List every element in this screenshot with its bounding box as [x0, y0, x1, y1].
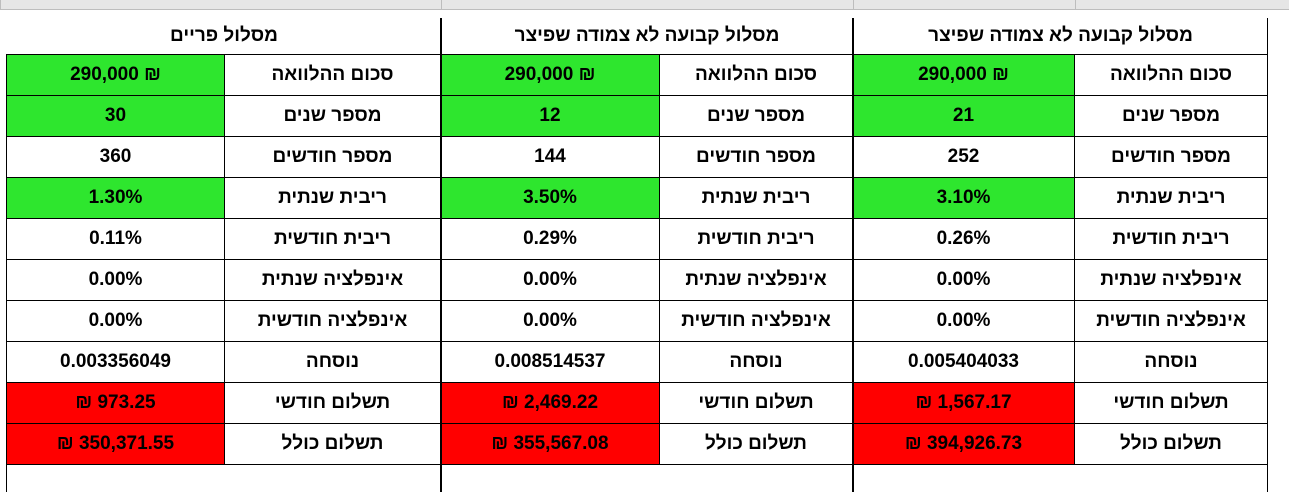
top-border [7, 54, 1268, 55]
label-cell: אינפלציה שנתית [660, 260, 853, 301]
value-cell: ₪ 350,371.55 [7, 424, 225, 465]
label-cell: אינפלציה שנתית [1075, 260, 1268, 301]
value-cell: 144 [441, 137, 660, 178]
label-cell: ריבית חודשית [1075, 219, 1268, 260]
value-cell: 0.005404033 [853, 342, 1075, 383]
label-cell: מספר חודשים [1075, 137, 1268, 178]
value-cell: ₪ 355,567.08 [441, 424, 660, 465]
value-cell: ₪ 1,567.17 [853, 383, 1075, 424]
header-divider [441, 0, 442, 9]
block-title: מסלול קבועה לא צמודה שפיצר [928, 25, 1193, 46]
label-cell: נוסחה [1075, 342, 1268, 383]
value-cell: 0.00% [441, 301, 660, 342]
label-cell: תשלום חודשי [660, 383, 853, 424]
label-cell: תשלום כולל [660, 424, 853, 465]
block-divider [852, 18, 854, 492]
value-cell: 0.003356049 [7, 342, 225, 383]
label-cell: סכום ההלוואה [1075, 55, 1268, 96]
empty-cell [441, 465, 853, 492]
label-cell: תשלום כולל [225, 424, 441, 465]
label-cell: אינפלציה חודשית [1075, 301, 1268, 342]
header-divider [0, 0, 1, 9]
value-cell: 0.00% [853, 301, 1075, 342]
left-border [6, 54, 7, 492]
value-cell: 21 [853, 96, 1075, 137]
value-cell: ₪ 2,469.22 [441, 383, 660, 424]
empty-cell [7, 465, 441, 492]
value-cell: 3.50% [441, 178, 660, 219]
label-cell: אינפלציה חודשית [225, 301, 441, 342]
right-border [1267, 18, 1268, 492]
label-cell: מספר חודשים [225, 137, 441, 178]
label-cell: תשלום חודשי [1075, 383, 1268, 424]
value-cell: 1.30% [7, 178, 225, 219]
value-cell: 3.10% [853, 178, 1075, 219]
label-cell: אינפלציה חודשית [660, 301, 853, 342]
label-cell: ריבית שנתית [225, 178, 441, 219]
label-cell: נוסחה [225, 342, 441, 383]
value-cell: 0.26% [853, 219, 1075, 260]
value-cell: 290,000 ₪ [7, 55, 225, 96]
value-cell: 0.11% [7, 219, 225, 260]
label-cell: תשלום חודשי [225, 383, 441, 424]
block-title: מסלול פריים [170, 25, 278, 46]
label-cell: סכום ההלוואה [660, 55, 853, 96]
value-cell: 252 [853, 137, 1075, 178]
value-cell: 12 [441, 96, 660, 137]
label-cell: ריבית חודשית [225, 219, 441, 260]
value-cell: 0.00% [7, 301, 225, 342]
label-cell: אינפלציה שנתית [225, 260, 441, 301]
value-cell: 30 [7, 96, 225, 137]
label-cell: מספר שנים [660, 96, 853, 137]
value-cell: 0.00% [7, 260, 225, 301]
label-cell: מספר שנים [225, 96, 441, 137]
label-cell: סכום ההלוואה [225, 55, 441, 96]
value-cell: ₪ 973.25 [7, 383, 225, 424]
value-cell: 0.00% [853, 260, 1075, 301]
label-cell: ריבית חודשית [660, 219, 853, 260]
header-divider [1075, 0, 1076, 9]
value-cell: ₪ 394,926.73 [853, 424, 1075, 465]
value-cell: 290,000 ₪ [853, 55, 1075, 96]
block-title: מסלול קבועה לא צמודה שפיצר [514, 25, 780, 46]
label-cell: נוסחה [660, 342, 853, 383]
value-cell: 0.00% [441, 260, 660, 301]
label-cell: ריבית שנתית [660, 178, 853, 219]
label-cell: תשלום כולל [1075, 424, 1268, 465]
value-cell: 360 [7, 137, 225, 178]
value-cell: 0.008514537 [441, 342, 660, 383]
label-cell: ריבית שנתית [1075, 178, 1268, 219]
label-cell: מספר שנים [1075, 96, 1268, 137]
value-cell: 0.29% [441, 219, 660, 260]
value-cell: 290,000 ₪ [441, 55, 660, 96]
header-divider [853, 0, 854, 9]
label-cell: מספר חודשים [660, 137, 853, 178]
block-divider [440, 18, 442, 492]
empty-cell [853, 465, 1268, 492]
column-header-strip [0, 0, 1289, 10]
